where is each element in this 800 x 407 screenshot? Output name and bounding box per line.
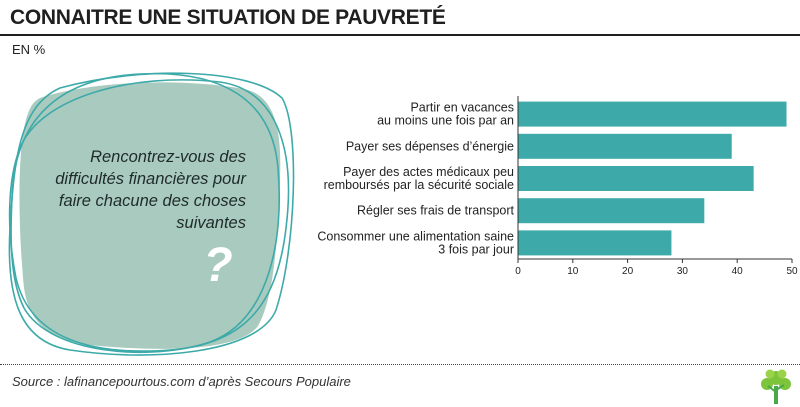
category-label: Partir en vacances (410, 101, 514, 115)
chart-title: CONNAITRE UNE SITUATION DE PAUVRETÉ (10, 6, 446, 29)
question-mark-icon: ? (203, 239, 233, 292)
category-label: remboursés par la sécurité sociale (324, 178, 514, 192)
category-label: Consommer une alimentation saine (317, 229, 514, 243)
question-illustration (8, 72, 295, 356)
bar (518, 166, 754, 191)
x-tick-label: 30 (677, 266, 689, 277)
question-text: Rencontrez-vous des difficultés financiè… (55, 148, 246, 232)
x-tick-label: 20 (622, 266, 634, 277)
category-label: 3 fois par jour (438, 242, 514, 256)
bar (518, 133, 732, 159)
outline-loop-2 (8, 79, 290, 352)
x-tick-label: 40 (732, 266, 744, 277)
category-label: au moins une fois par an (377, 114, 514, 128)
source-text: Source : lafinancepourtous.com d’après S… (12, 374, 351, 389)
tree-logo-icon (761, 369, 791, 404)
bar (518, 230, 672, 256)
x-tick-label: 0 (515, 266, 521, 277)
category-label: Payer des actes médicaux peu (343, 165, 514, 179)
bar (518, 198, 705, 224)
category-label: Payer ses dépenses d’énergie (346, 139, 514, 153)
outline-loop-3 (10, 72, 281, 354)
x-tick-label: 10 (567, 266, 579, 277)
footer-divider (0, 364, 800, 365)
bar (518, 101, 787, 127)
rounded-square-shape (19, 82, 281, 349)
category-label: Régler ses frais de transport (357, 204, 515, 218)
unit-label: EN % (12, 42, 46, 57)
title-rule (0, 34, 800, 36)
x-tick-label: 50 (786, 266, 798, 277)
